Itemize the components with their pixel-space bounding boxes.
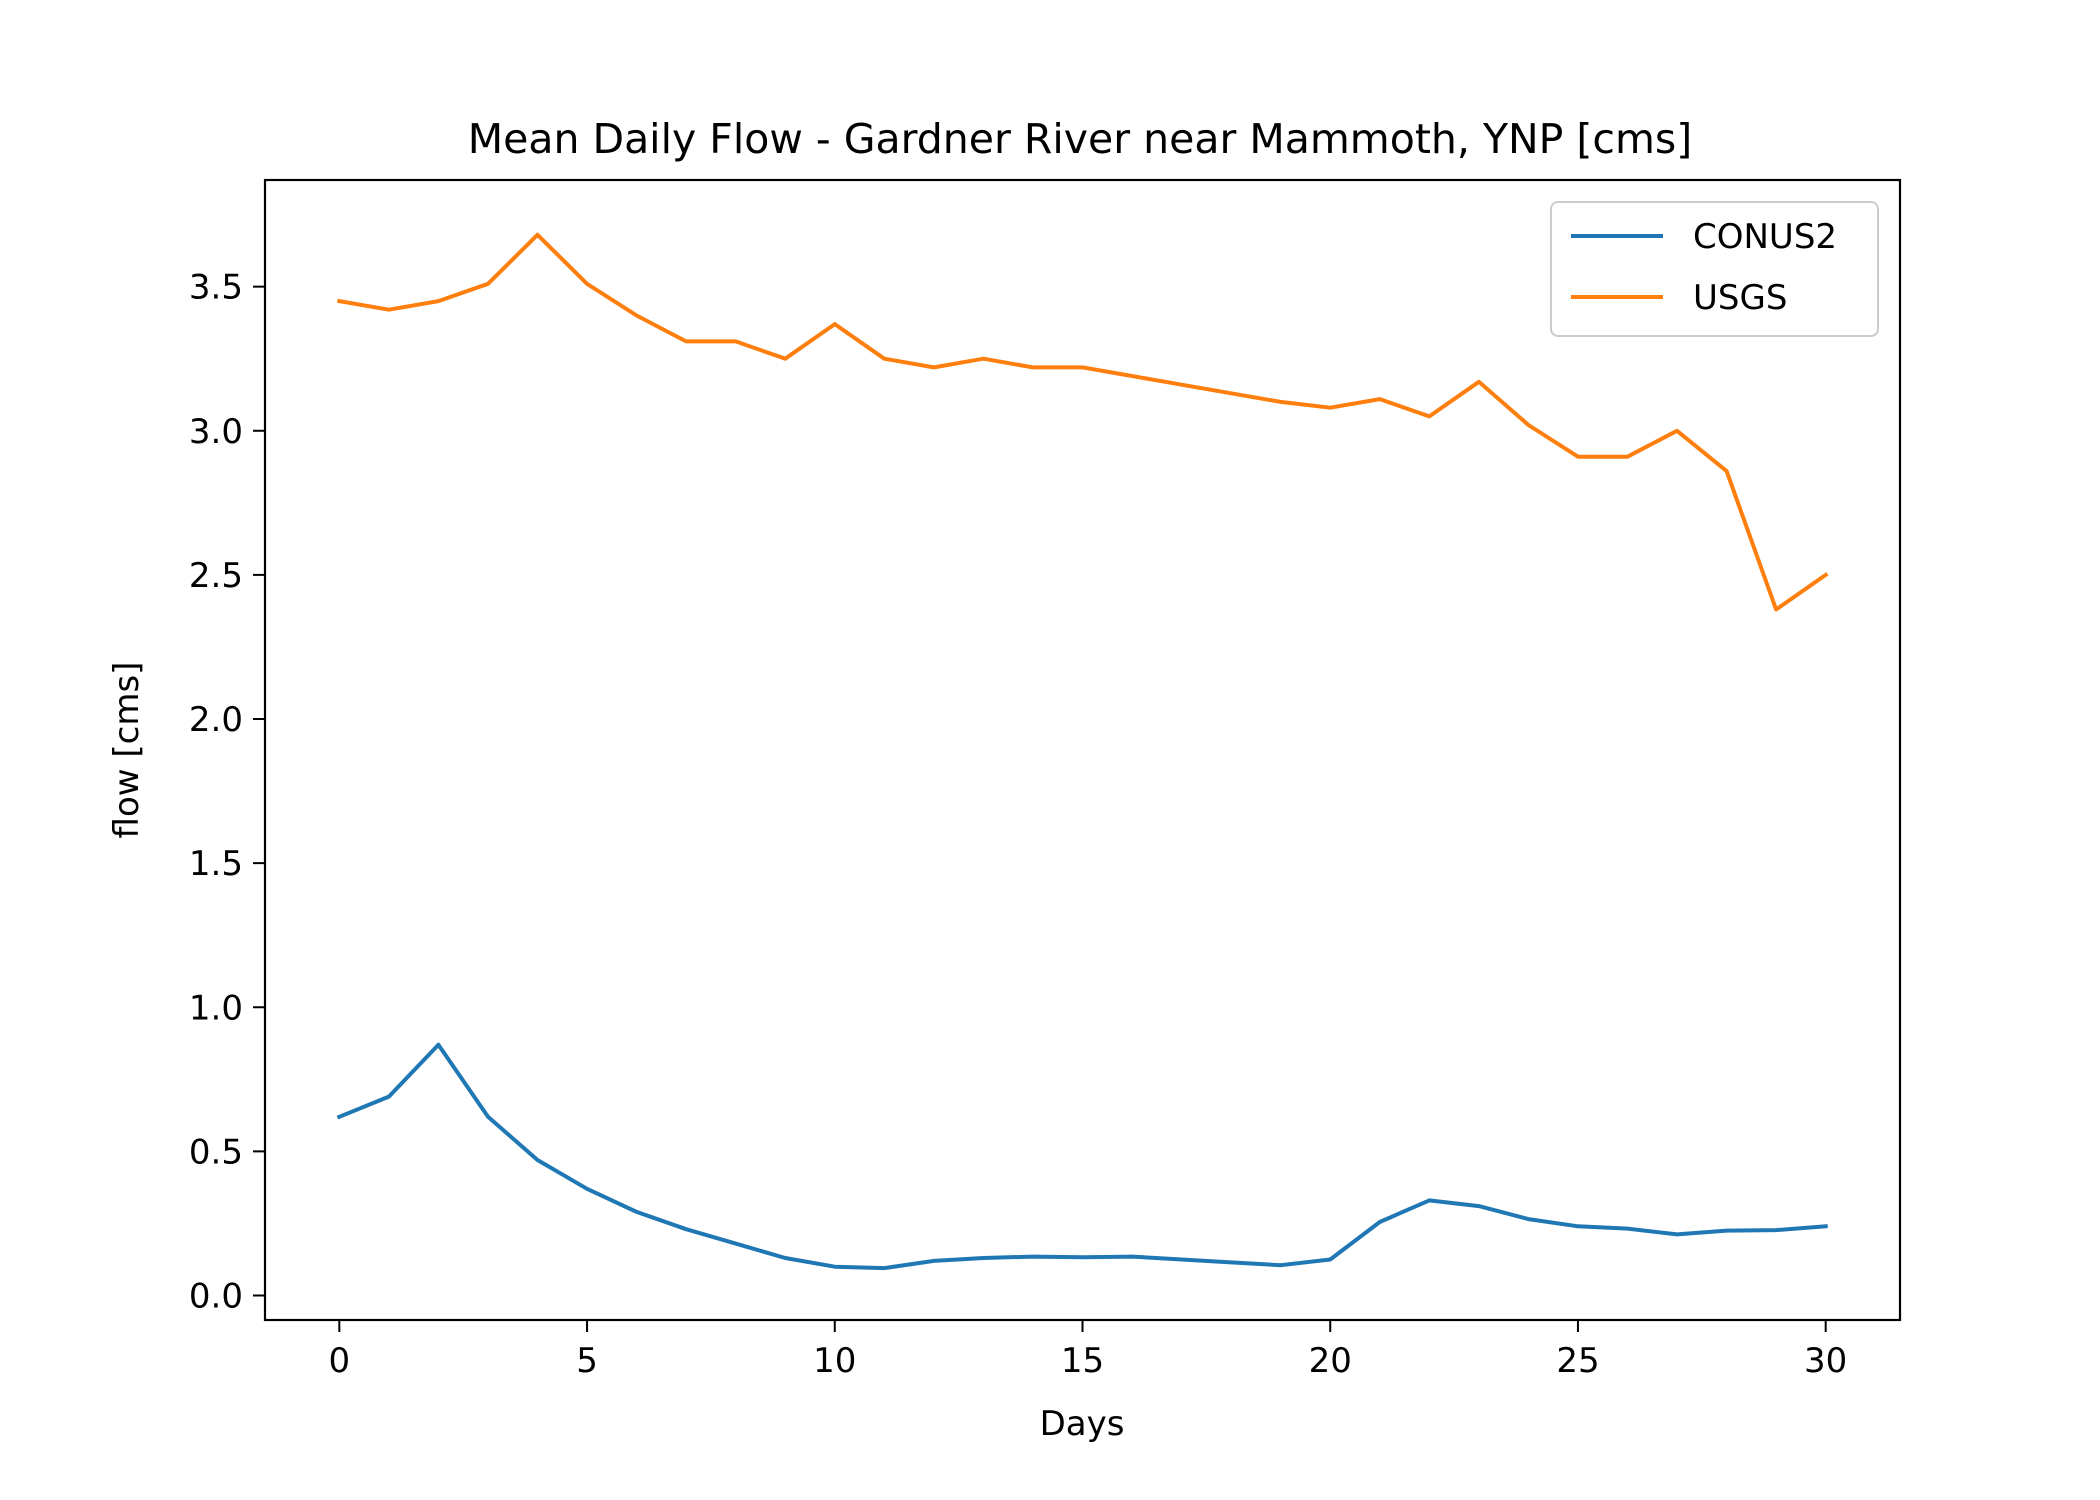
y-tick-label: 2.5 [189,556,243,596]
plot-area [263,178,1902,1322]
series-layer [336,232,1829,1271]
x-axis-label: Days [1040,1404,1125,1444]
x-tick-label: 25 [1556,1341,1599,1381]
y-axis-label: flow [cms] [107,662,147,839]
y-tick-label: 1.5 [189,844,243,884]
legend: CONUS2 USGS [1550,201,1879,337]
x-tick-label: 10 [813,1341,856,1381]
legend-label-usgs: USGS [1693,278,1787,318]
series-line-conus2 [336,1042,1828,1271]
x-tick-label: 30 [1804,1341,1847,1381]
y-tick-label: 1.0 [189,988,243,1028]
x-tick-label: 5 [576,1341,598,1381]
plot-frame [263,178,1902,1322]
y-axis: 0.0 0.5 1.0 1.5 2.0 2.5 3.0 3.5 [189,268,265,1316]
x-tick-label: 0 [328,1341,350,1381]
chart-title: Mean Daily Flow - Gardner River near Mam… [468,115,1693,163]
x-tick-label: 20 [1309,1341,1352,1381]
y-tick-label: 0.5 [189,1132,243,1172]
x-tick-label: 15 [1061,1341,1104,1381]
y-tick-label: 0.0 [189,1276,243,1316]
series-line-usgs [336,232,1829,612]
y-tick-label: 3.0 [189,412,243,452]
y-tick-label: 2.0 [189,700,243,740]
y-tick-label: 3.5 [189,268,243,308]
x-axis: 0 5 10 15 20 25 30 [328,1320,1847,1381]
legend-label-conus2: CONUS2 [1693,217,1837,257]
